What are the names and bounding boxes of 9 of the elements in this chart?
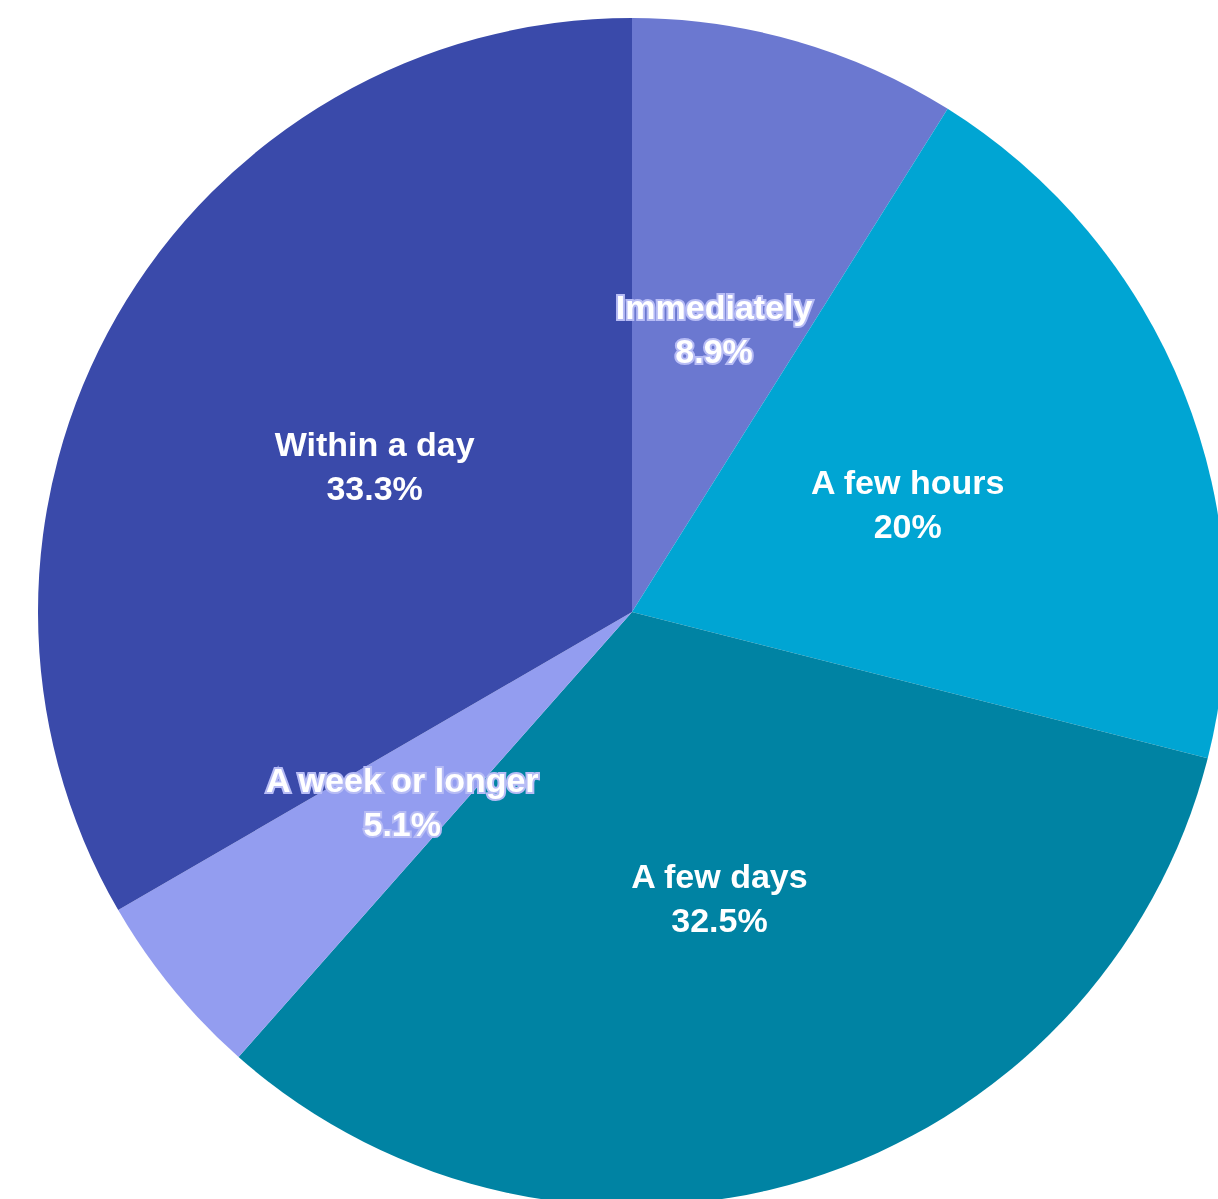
- data-label: 33.3%: [326, 468, 423, 507]
- data-label: 8.9%: [675, 331, 753, 370]
- slice-label: A few hours: [811, 462, 1005, 501]
- data-label: 5.1%: [363, 805, 441, 844]
- slice-label: Within a day: [274, 424, 475, 463]
- data-label: 20%: [873, 506, 942, 545]
- slice-label: Immediately: [615, 287, 813, 326]
- data-label: 32.5%: [671, 900, 768, 939]
- slice-label: A few days: [631, 856, 808, 895]
